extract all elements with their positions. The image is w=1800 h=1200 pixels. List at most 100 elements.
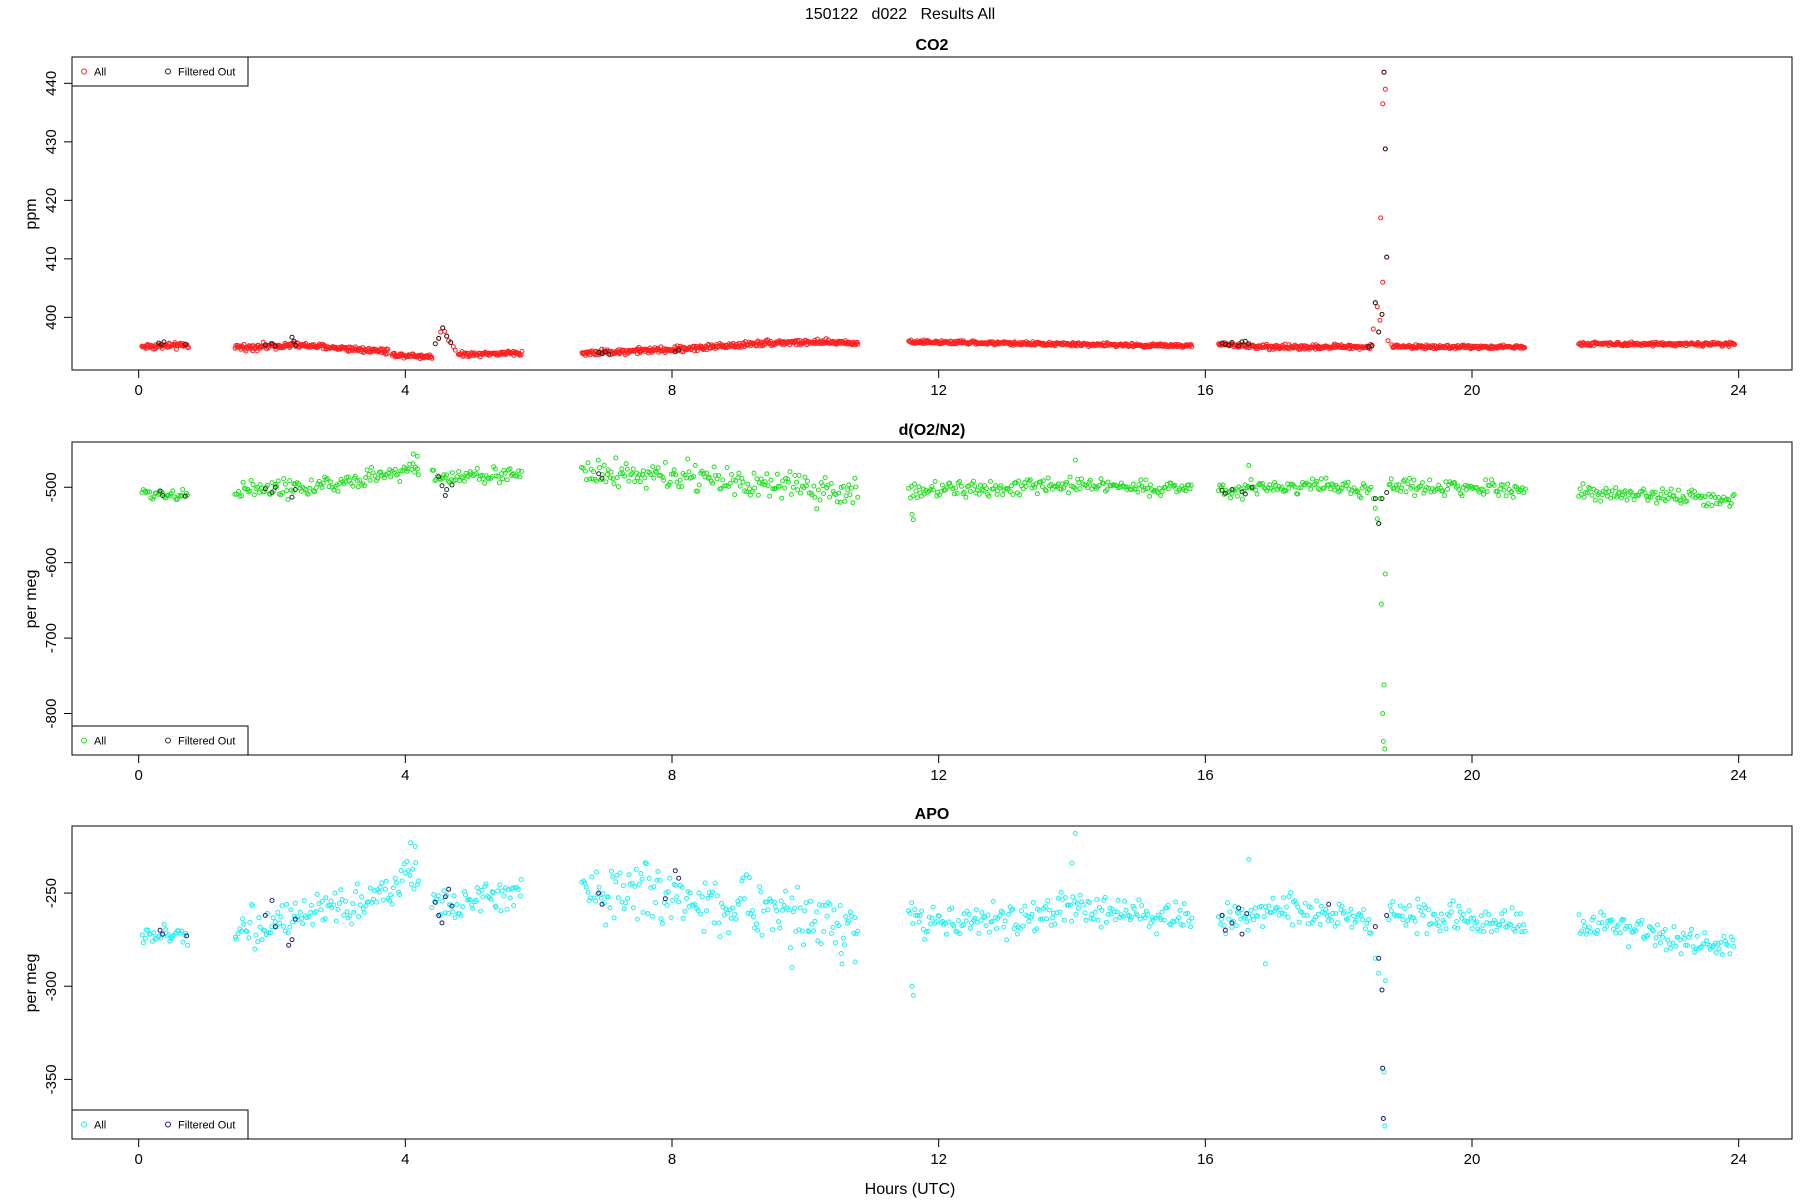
data-point [240,916,246,922]
data-point [504,906,510,912]
filtered-point [1239,931,1245,937]
data-point [819,903,825,908]
data-point [1624,924,1630,929]
plot-frame [71,441,1793,756]
data-point [997,913,1003,919]
data-point [653,900,658,906]
data-point [247,488,253,494]
data-point [648,472,654,478]
data-point [677,477,683,483]
y-tick-label: -250 [43,878,60,908]
data-point [922,936,928,942]
o2n2-panel: d(O2/N2) per meg 0 4 8 12 16 20 24 -500 -600 -700… [23,422,1793,784]
data-point [1238,486,1244,492]
data-point [474,465,480,471]
data-point [1717,501,1723,507]
data-point [1260,924,1266,930]
legend-marker-all [81,1121,87,1128]
data-point [519,348,525,354]
data-point [478,908,484,914]
data-point [993,915,998,921]
data-point [1122,898,1128,904]
data-point [1037,916,1043,922]
data-point [908,483,914,489]
data-point [726,930,732,936]
data-point [350,901,356,907]
data-point [933,919,939,925]
data-point [1480,487,1486,493]
data-point [1165,486,1171,492]
data-point [394,880,399,886]
data-point [1443,926,1449,932]
data-point [1376,970,1382,976]
data-point [1418,908,1424,914]
data-point [651,475,657,481]
x-tick-label: 8 [668,382,676,399]
filtered-point [662,896,668,902]
data-point [603,922,609,928]
data-point [1165,902,1171,908]
data-point [1083,917,1089,923]
data-point [757,480,762,486]
x-tick-label: 20 [1464,767,1481,784]
data-point [431,467,436,473]
data-point [270,915,276,921]
data-point [628,472,634,478]
data-point [615,895,621,901]
legend-label: Filtered Out [178,736,235,748]
data-point [1349,924,1355,930]
data-point [1335,484,1341,490]
data-point [1005,486,1011,492]
data-point [1435,923,1441,928]
filtered-point [1372,924,1378,930]
data-point [1246,462,1252,468]
data-point [685,456,691,462]
filtered-point [1239,489,1245,495]
data-point [454,474,460,480]
data-point [662,459,668,465]
data-point [997,485,1003,491]
data-point [1262,961,1268,967]
data-point [1370,496,1376,502]
data-point [1374,516,1380,522]
data-point [1118,480,1124,486]
data-point [787,469,793,475]
data-point [976,491,982,497]
data-point [640,910,646,915]
data-point [711,920,717,926]
data-point [363,475,369,481]
data-point [1120,914,1126,920]
data-point [1074,900,1080,906]
data-point [665,889,671,895]
data-point [732,911,738,917]
data-point [851,930,857,936]
filtered-point [182,493,188,499]
data-point [1381,682,1387,688]
data-point [161,922,167,927]
data-point [1455,925,1461,931]
data-point [1189,915,1195,921]
data-point [1730,937,1736,943]
data-point [507,466,513,472]
data-point [822,903,828,908]
data-point [1648,494,1654,500]
data-point [801,942,806,948]
data-point [405,868,411,874]
filtered-point [444,487,450,492]
data-point [1650,928,1656,934]
data-point [1714,501,1719,506]
data-point [595,891,601,897]
data-point [658,916,664,922]
data-point [1469,926,1475,931]
data-point [747,486,753,492]
data-point [1484,489,1490,495]
data-point [1018,908,1024,914]
data-point [1313,914,1319,920]
data-point [290,919,296,925]
data-point [604,472,610,477]
data-point [909,511,915,517]
data-point [613,455,619,461]
data-point [1361,907,1367,912]
filtered-point [1236,343,1242,349]
data-point [1464,918,1470,924]
